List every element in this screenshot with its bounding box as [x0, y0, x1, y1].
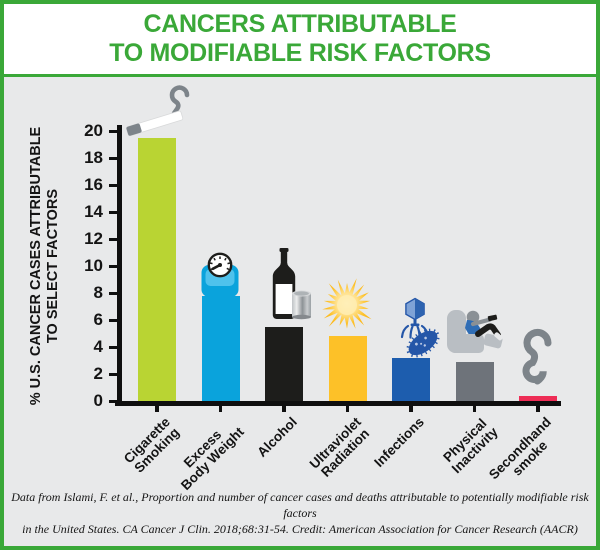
x-tick-mark — [536, 406, 540, 412]
person-legs — [475, 323, 501, 338]
y-tick-mark — [109, 345, 117, 349]
category-label: Excess Body Weight — [177, 424, 247, 493]
wine-bottle-and-can-icon — [272, 248, 311, 320]
beverage-can — [292, 290, 311, 320]
y-tick-mark — [109, 372, 117, 376]
y-tick-mark — [109, 129, 117, 133]
cigarette-smoke-curl — [169, 85, 190, 116]
weight-scale-icon — [201, 252, 239, 297]
y-tick-mark — [109, 183, 117, 187]
y-tick-mark — [109, 210, 117, 214]
cigarette-icon — [126, 85, 190, 137]
y-tick-label: 18 — [84, 148, 103, 167]
bar-ultraviolet-radiation — [328, 336, 367, 401]
y-tick-label: 4 — [93, 337, 103, 356]
smoke-icon — [522, 328, 552, 385]
y-tick-label: 0 — [93, 391, 103, 410]
y-tick-mark — [109, 237, 117, 241]
bar-infections — [392, 357, 430, 401]
recliner-seat — [450, 334, 484, 353]
title-band: CANCERS ATTRIBUTABLE TO MODIFIABLE RISK … — [4, 4, 596, 77]
category-label: Ultraviolet Radiation — [306, 414, 372, 480]
y-axis-line — [117, 125, 122, 406]
bacteriophage-virus — [400, 297, 430, 339]
source-citation: Data from Islami, F. et al., Proportion … — [4, 489, 596, 537]
y-tick-label: 12 — [84, 229, 103, 248]
person-shoe — [494, 332, 503, 341]
bacteria — [406, 328, 440, 358]
person-head — [466, 310, 480, 324]
page-title-line-1: CANCERS ATTRIBUTABLE — [143, 10, 457, 38]
tv-remote — [487, 314, 498, 322]
wine-bottle — [272, 248, 296, 319]
y-tick-mark — [109, 264, 117, 268]
x-tick-mark — [345, 406, 350, 412]
bar-alcohol — [265, 326, 303, 401]
page-title-line-2: TO MODIFIABLE RISK FACTORS — [109, 39, 491, 67]
person-arm — [470, 317, 493, 327]
y-tick-label: 16 — [84, 175, 103, 194]
y-tick-label: 10 — [84, 256, 103, 275]
source-citation-line-1: Data from Islami, F. et al., Proportion … — [11, 490, 589, 520]
y-tick-label: 14 — [84, 202, 103, 221]
virus-and-bacteria-icon — [400, 297, 440, 358]
y-tick-mark — [109, 291, 117, 295]
x-tick-mark — [409, 406, 413, 412]
bar-excess-body-weight — [201, 295, 240, 401]
x-tick-mark — [155, 406, 159, 412]
sun-icon — [322, 278, 372, 329]
y-tick-label: 8 — [93, 283, 103, 302]
source-citation-line-2: in the United States. CA Cancer J Clin. … — [22, 522, 578, 536]
x-tick-mark — [282, 406, 286, 412]
category-label: Alcohol — [254, 414, 300, 460]
x-axis-line — [115, 401, 561, 406]
chart-area: % U.S. CANCER CASES ATTRIBUTABLE TO SELEC… — [4, 77, 596, 546]
category-label: Infections — [371, 414, 427, 470]
y-tick-label: 20 — [84, 121, 103, 140]
y-tick-mark — [109, 156, 117, 160]
bar-physical-inactivity — [455, 361, 494, 401]
bar-cigarette-smoking — [138, 137, 176, 401]
plot-area: 0 2 4 6 8 10 12 14 16 18 20 Cigarette Smoking Excess… — [4, 77, 596, 546]
category-label: Secondhand smoke — [486, 414, 554, 483]
y-tick-mark — [109, 399, 117, 403]
y-tick-label: 2 — [93, 364, 103, 383]
x-tick-mark — [218, 406, 223, 412]
person-in-recliner-icon — [447, 310, 503, 353]
y-tick-mark — [109, 318, 117, 322]
y-tick-label: 6 — [93, 310, 103, 329]
bar-secondhand-smoke — [519, 395, 557, 401]
x-tick-mark — [472, 406, 477, 412]
